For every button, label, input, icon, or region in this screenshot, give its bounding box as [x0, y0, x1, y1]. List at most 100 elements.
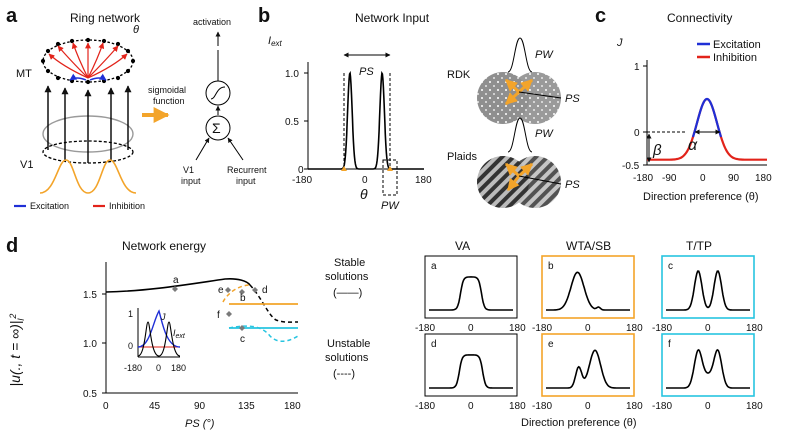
small-panel-e	[541, 333, 635, 397]
d-xtick-2: 90	[194, 401, 206, 412]
inset-ytick-0: 1	[128, 309, 133, 319]
small-xtick: 180	[626, 323, 643, 334]
small-xtick: 0	[585, 401, 591, 412]
energy-point-a: a	[173, 275, 179, 286]
panel-a: a Ring network MT θ	[6, 5, 267, 211]
d-ytick-0: 1.5	[83, 290, 97, 301]
small-profile-e	[546, 349, 630, 389]
d-ytick-1: 1.0	[83, 339, 97, 350]
inset-xtick-2: 180	[171, 363, 186, 373]
plaid-pw-label: PW	[535, 128, 554, 140]
connectivity-excitation-curve	[691, 97, 723, 138]
inhibition-arrows	[48, 42, 128, 79]
c-legend-inhibition: Inhibition	[713, 52, 757, 64]
panel-c-title: Connectivity	[667, 11, 732, 25]
small-xtick: -180	[415, 323, 435, 334]
c-xtick-1: -90	[662, 173, 677, 184]
col-title-ttp: T/TP	[686, 239, 712, 253]
inset-j-curve	[137, 309, 181, 348]
small-label-f: f	[668, 339, 671, 350]
sum-glyph: Σ	[212, 120, 221, 136]
panel-a-title: Ring network	[70, 11, 141, 25]
panel-a-letter: a	[6, 5, 18, 27]
small-panel-c	[661, 255, 755, 319]
d-xtick-1: 45	[149, 401, 161, 412]
panel-c-xlabel: Direction preference (θ)	[643, 191, 759, 203]
excitation-arrows	[69, 73, 107, 81]
panel-b-yticks: 1.0 0.5 0	[285, 69, 308, 176]
pw-box	[382, 159, 398, 196]
mt-label: MT	[16, 68, 32, 80]
v1-lower-ring	[42, 140, 134, 164]
recurrent-label-1: Recurrent	[227, 165, 267, 175]
d-xtick-0: 0	[103, 401, 109, 412]
plaid-grating-right	[509, 156, 561, 208]
small-xtick: 0	[468, 401, 474, 412]
inset-xtick-0: -180	[124, 363, 142, 373]
small-xtick: -180	[415, 401, 435, 412]
small-xtick: 180	[509, 323, 526, 334]
theta-label: θ	[133, 24, 139, 36]
energy-unstable-orange	[222, 284, 251, 303]
energy-unstable-cyan	[228, 325, 299, 342]
small-xlabel: Direction preference (θ)	[521, 417, 637, 429]
c-legend-excitation: Excitation	[713, 39, 761, 51]
inset-xtick-1: 0	[156, 363, 161, 373]
small-xtick: -180	[532, 401, 552, 412]
panel-c-letter: c	[595, 5, 606, 27]
feedforward-arrows	[44, 85, 132, 163]
small-xtick: 0	[585, 323, 591, 334]
plaids-label: Plaids	[447, 151, 477, 163]
energy-stable-va	[105, 278, 251, 293]
small-xtick: 180	[626, 401, 643, 412]
energy-point-f: f	[217, 310, 220, 321]
inset-j-label: J	[160, 312, 166, 322]
energy-point-d: d	[262, 285, 268, 296]
plaid-tuning	[507, 117, 533, 153]
b-xtick-0: -180	[292, 175, 312, 186]
energy-point-e: e	[218, 285, 224, 296]
panel-d-letter: d	[6, 235, 18, 257]
beta-label: β	[652, 142, 662, 159]
b-xtick-1: 0	[362, 175, 368, 186]
unstable-label-2: solutions	[325, 352, 369, 364]
rdk-direction-arrows	[504, 78, 534, 106]
c-ytick-0: 1	[634, 62, 640, 73]
small-profile-b	[546, 271, 630, 311]
network-input-curve	[308, 70, 424, 170]
small-xtick: 0	[705, 323, 711, 334]
c-xtick-0: -180	[633, 173, 653, 184]
rdk-dots-right	[509, 72, 561, 124]
alpha-label: α	[688, 137, 698, 154]
rdk-pw-label: PW	[535, 49, 554, 61]
rdk-ps-label: PS	[565, 93, 580, 105]
panel-b-ylabel: Iext	[268, 35, 283, 48]
v1-input-label-2: input	[181, 176, 201, 186]
b-ytick-0: 1.0	[285, 69, 299, 80]
small-xtick: 0	[705, 401, 711, 412]
b-xtick-2: 180	[415, 175, 432, 186]
small-label-c: c	[668, 261, 673, 272]
small-profile-a	[429, 276, 513, 311]
panel-b: b Network Input Iext 1.0 0.5 0 -180 0 18…	[258, 5, 580, 212]
unstable-label-1: Unstable	[327, 338, 370, 350]
b-ytick-2: 0	[298, 165, 304, 176]
v1-input-profile	[39, 159, 137, 194]
c-xtick-3: 90	[728, 173, 740, 184]
d-ytick-2: 0.5	[83, 389, 97, 400]
sigmoid-unit	[205, 80, 231, 106]
small-xtick: -180	[532, 323, 552, 334]
c-ytick-1: 0	[634, 128, 640, 139]
col-title-wta: WTA/SB	[566, 239, 611, 253]
inset-iext-label: Iext	[173, 328, 186, 340]
energy-unstable-black	[249, 284, 299, 323]
ps-label: PS	[359, 66, 374, 78]
legend-excitation-label: Excitation	[30, 201, 69, 211]
small-panel-b	[541, 255, 635, 319]
inset-ytick-1: 0	[128, 341, 133, 351]
energy-inset: 1 0 J Iext -180 0 180	[116, 304, 188, 373]
b-ytick-1: 0.5	[285, 117, 299, 128]
panel-b-xlabel: θ	[360, 186, 368, 202]
plaid-direction-arrows	[504, 162, 534, 191]
